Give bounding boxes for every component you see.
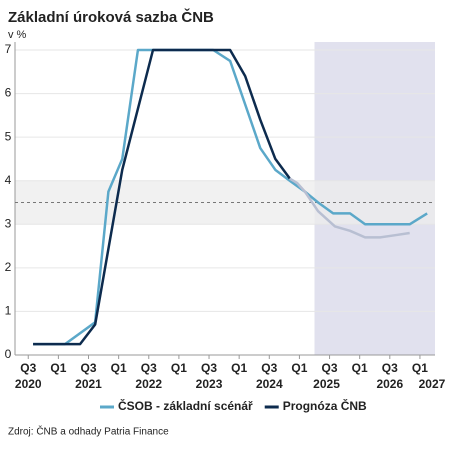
y-tick-label: 0	[5, 347, 12, 361]
y-tick-label: 5	[5, 129, 12, 143]
series-line	[33, 48, 291, 346]
x-tick-label: Q1	[352, 361, 368, 375]
x-tick-label: Q1	[171, 361, 187, 375]
source-note: Zdroj: ČNB a odhady Patria Finance	[8, 425, 169, 438]
x-year-label: 2021	[75, 377, 102, 391]
x-year-label: 2020	[15, 377, 42, 391]
x-tick-label: Q3	[81, 361, 97, 375]
x-tick-label: Q1	[231, 361, 247, 375]
chart-subtitle: v %	[8, 29, 27, 41]
series-line	[33, 48, 428, 346]
x-tick-label: Q1	[291, 361, 307, 375]
x-tick-label: Q3	[382, 361, 398, 375]
y-tick-label: 1	[5, 304, 12, 318]
x-tick-label: Q3	[141, 361, 157, 375]
legend-label: Prognóza ČNB	[283, 398, 367, 413]
x-tick-label: Q3	[201, 361, 217, 375]
y-tick-label: 3	[5, 216, 12, 230]
legend-label: ČSOB - základní scénář	[118, 398, 253, 413]
x-year-label: 2027	[419, 377, 446, 391]
x-tick-label: Q3	[322, 361, 338, 375]
chart-title: Základní úroková sazba ČNB	[8, 8, 214, 26]
x-year-label: 2026	[376, 377, 403, 391]
y-tick-label: 6	[5, 86, 12, 100]
x-tick-label: Q1	[111, 361, 127, 375]
x-year-label: 2023	[196, 377, 223, 391]
x-year-label: 2025	[313, 377, 340, 391]
series-line	[289, 177, 410, 239]
x-tick-label: Q1	[412, 361, 428, 375]
x-tick-label: Q3	[261, 361, 277, 375]
x-tick-label: Q3	[20, 361, 36, 375]
x-year-label: 2022	[135, 377, 162, 391]
x-tick-label: Q1	[50, 361, 66, 375]
y-tick-label: 7	[5, 42, 12, 56]
y-tick-label: 4	[5, 173, 12, 187]
x-year-label: 2024	[256, 377, 283, 391]
y-tick-label: 2	[5, 260, 12, 274]
